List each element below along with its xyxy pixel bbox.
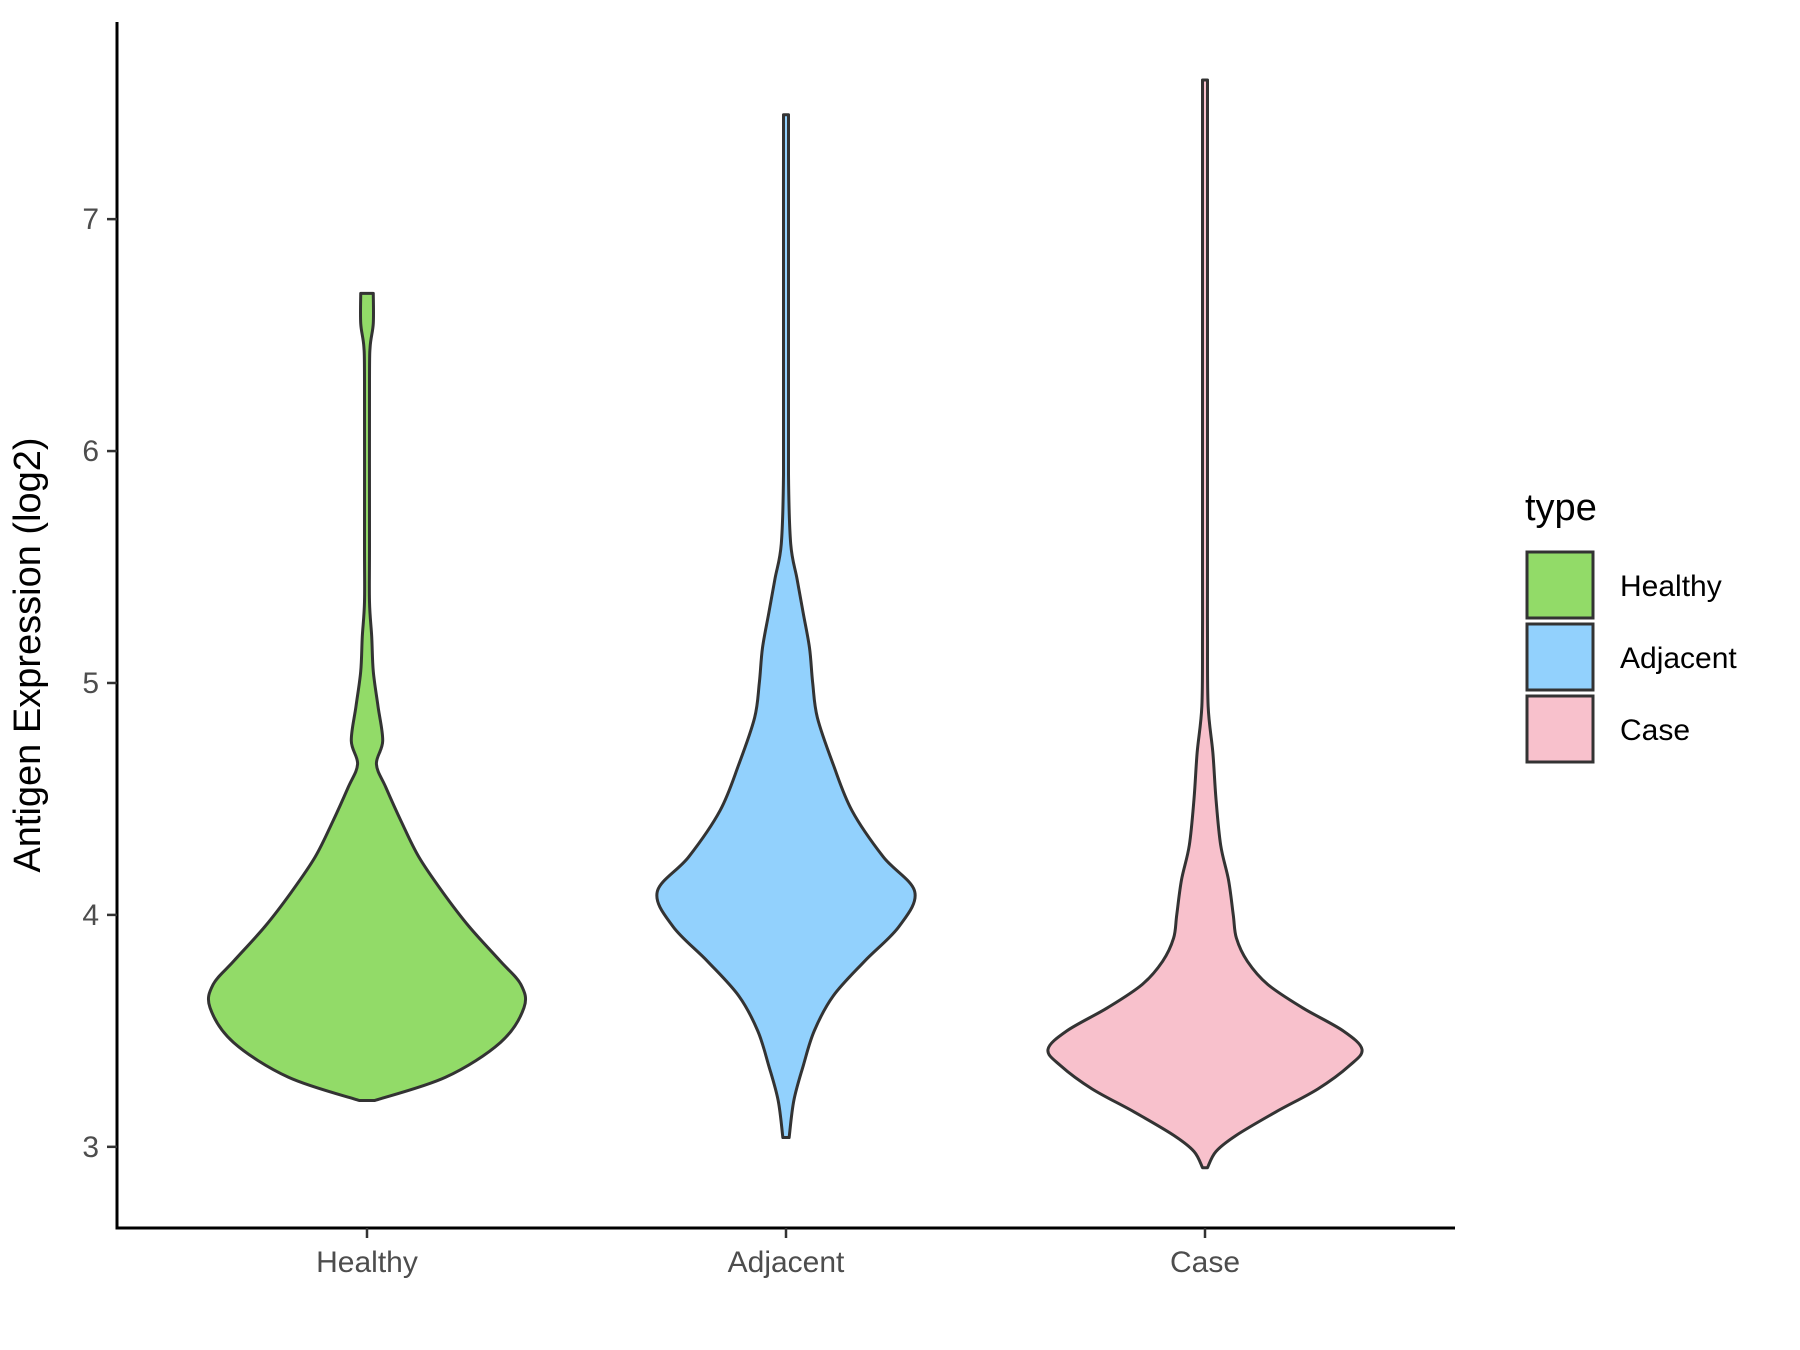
x-tick-label: Adjacent bbox=[728, 1246, 845, 1279]
legend-swatch-adjacent bbox=[1525, 622, 1595, 692]
violin-adjacent bbox=[655, 113, 917, 1140]
legend-title: type bbox=[1525, 487, 1597, 529]
legend-label-case: Case bbox=[1620, 714, 1690, 747]
x-tick-label: Healthy bbox=[316, 1246, 418, 1279]
y-tick-label: 5 bbox=[82, 667, 99, 700]
violin-healthy bbox=[206, 291, 528, 1102]
legend-items: Healthy Adjacent Case bbox=[1525, 550, 1737, 764]
legend: type Healthy Adjacent Case bbox=[1525, 487, 1737, 764]
y-axis-ticks: 3 4 5 6 7 bbox=[82, 203, 117, 1164]
y-tick-label: 6 bbox=[82, 435, 99, 468]
violin-case bbox=[1046, 78, 1364, 1170]
legend-label-healthy: Healthy bbox=[1620, 570, 1722, 603]
y-tick-label: 3 bbox=[82, 1131, 99, 1164]
legend-swatch-case bbox=[1525, 694, 1595, 764]
legend-swatch-healthy bbox=[1525, 550, 1595, 620]
y-tick-label: 7 bbox=[82, 203, 99, 236]
legend-label-adjacent: Adjacent bbox=[1620, 642, 1737, 675]
x-tick-label: Case bbox=[1170, 1246, 1240, 1279]
y-axis-title: Antigen Expression (log2) bbox=[7, 437, 49, 872]
y-tick-label: 4 bbox=[82, 899, 99, 932]
x-axis-ticks: Healthy Adjacent Case bbox=[316, 1228, 1240, 1279]
violin-layer bbox=[206, 78, 1364, 1170]
